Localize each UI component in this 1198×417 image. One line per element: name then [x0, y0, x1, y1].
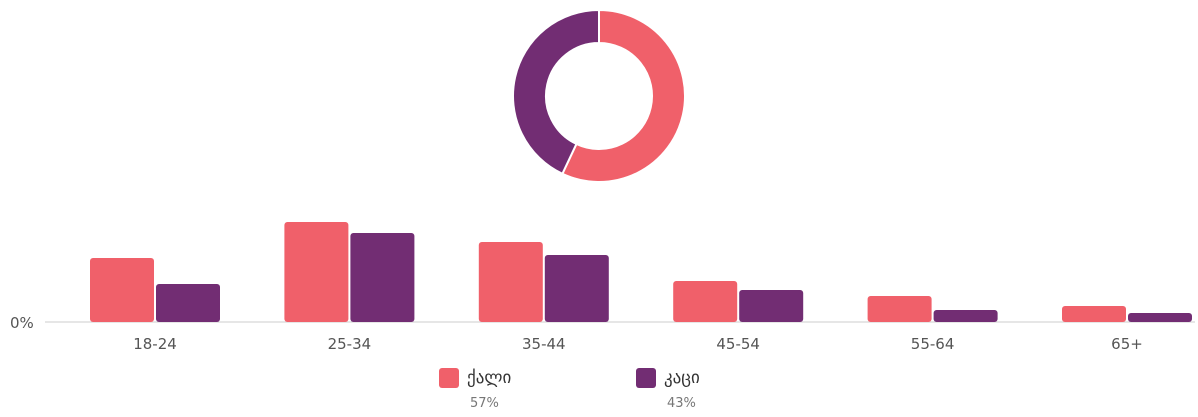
donut-slice-1[interactable] — [512, 8, 600, 176]
bar-female-65+[interactable] — [1062, 306, 1126, 322]
bar-female-45-54[interactable] — [673, 281, 738, 322]
legend-percent-female: 57% — [470, 396, 499, 411]
legend-swatch-female — [439, 368, 459, 388]
legend-label-male: კაცი — [664, 368, 700, 388]
y-tick-label: 0% — [10, 314, 34, 332]
donut-slice-0[interactable] — [561, 8, 686, 183]
bar-male-35-44[interactable] — [544, 255, 609, 322]
bar-male-45-54[interactable] — [739, 290, 804, 322]
x-tick-label: 25-34 — [328, 335, 372, 353]
legend-percent-male: 43% — [667, 396, 696, 411]
bar-female-25-34[interactable] — [284, 222, 349, 322]
bar-male-55-64[interactable] — [933, 310, 998, 322]
legend-item-male[interactable]: კაცი 43% — [636, 368, 756, 411]
bar-female-55-64[interactable] — [867, 296, 932, 322]
x-tick-label: 65+ — [1111, 335, 1143, 353]
bar-male-18-24[interactable] — [156, 284, 220, 322]
bar-female-18-24[interactable] — [90, 258, 154, 322]
x-tick-label: 45-54 — [716, 335, 760, 353]
bar-female-35-44[interactable] — [478, 242, 543, 322]
gender-donut-chart — [512, 8, 686, 183]
x-tick-label: 55-64 — [911, 335, 955, 353]
age-bar-chart — [90, 222, 1192, 322]
bar-male-25-34[interactable] — [350, 233, 415, 322]
legend-item-female[interactable]: ქალი 57% — [439, 368, 559, 411]
x-tick-label: 35-44 — [522, 335, 566, 353]
bar-male-65+[interactable] — [1128, 313, 1192, 322]
x-tick-labels: 18-24 25-34 35-44 45-54 55-64 65+ — [133, 335, 1143, 353]
legend-swatch-male — [636, 368, 656, 388]
x-tick-label: 18-24 — [133, 335, 177, 353]
legend-label-female: ქალი — [467, 368, 512, 388]
